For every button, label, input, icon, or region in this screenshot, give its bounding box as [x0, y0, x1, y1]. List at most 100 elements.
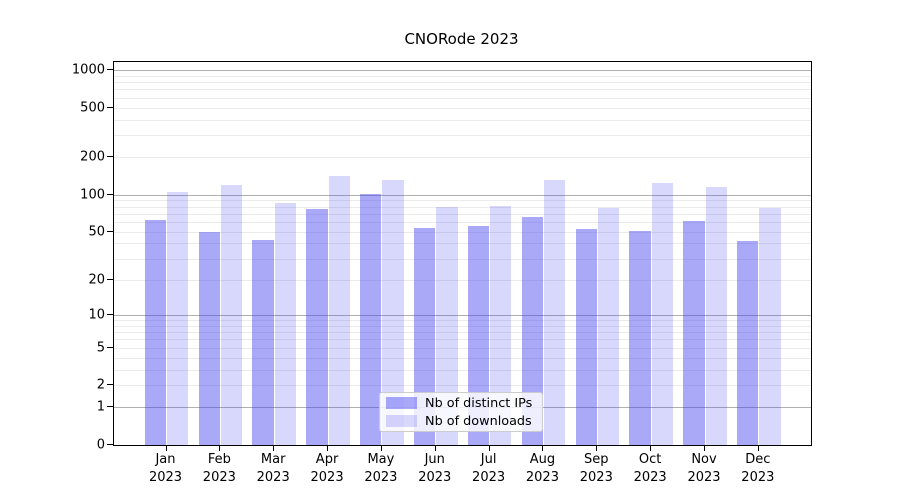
x-tick-label-line: 2023	[633, 470, 667, 485]
y-tick-mark	[107, 193, 113, 195]
x-tick-mark	[434, 445, 436, 451]
x-tick-mark	[757, 445, 759, 451]
gridline-minor	[114, 107, 811, 109]
gridline-minor	[114, 332, 811, 334]
y-tick-label: 5	[96, 340, 105, 356]
gridline-minor	[114, 221, 811, 223]
x-tick-label-line: Apr	[315, 452, 339, 467]
x-tick-label: Jul 2023	[457, 451, 521, 487]
bar-distinct-ips-mar	[252, 239, 274, 445]
x-tick-label-line: 2023	[256, 470, 290, 485]
gridline-minor	[114, 243, 811, 245]
x-tick-label: Nov 2023	[672, 451, 736, 487]
gridline-minor	[114, 119, 811, 121]
gridline-minor	[114, 258, 811, 260]
legend-item-distinct-ips: Nb of distinct IPs	[386, 396, 536, 411]
x-tick-label-line: Dec	[745, 452, 771, 467]
bar-distinct-ips-may	[360, 193, 382, 445]
y-tick-mark	[107, 278, 113, 280]
y-tick-label: 100	[80, 187, 105, 203]
x-tick-label: Dec 2023	[726, 451, 790, 487]
legend-swatch-downloads	[386, 415, 417, 427]
gridline-minor	[114, 135, 811, 137]
x-tick-mark	[542, 445, 544, 451]
x-tick-label-line: 2023	[687, 470, 721, 485]
x-tick-label-line: May	[367, 452, 395, 467]
bar-downloads-may	[382, 180, 404, 445]
x-tick-label: Oct 2023	[618, 451, 682, 487]
x-tick-label-line: 2023	[741, 470, 775, 485]
gridline-minor	[114, 89, 811, 91]
x-tick-label-line: Nov	[691, 452, 717, 467]
x-tick-mark	[327, 445, 329, 451]
x-tick-label-line: 2023	[364, 470, 398, 485]
gridline-major	[114, 70, 811, 72]
y-tick-mark	[107, 313, 113, 315]
y-tick-label: 0	[96, 437, 105, 453]
x-tick-mark	[704, 445, 705, 451]
gridline-minor	[114, 385, 811, 387]
x-tick-label-line: Jul	[480, 452, 497, 467]
y-tick-mark	[107, 444, 113, 445]
bar-downloads-sep	[597, 207, 620, 445]
bar-distinct-ips-sep	[575, 228, 597, 445]
x-tick-label: Feb 2023	[187, 451, 251, 487]
x-tick-label-line: Mar	[260, 452, 286, 467]
gridline-minor	[114, 213, 811, 215]
legend: Nb of distinct IPs Nb of downloads	[379, 392, 543, 432]
bar-distinct-ips-nov	[683, 221, 705, 445]
gridline-minor	[114, 82, 811, 84]
x-tick-label-line: Feb	[207, 452, 231, 467]
bar-downloads-jun	[436, 206, 458, 445]
x-tick-label: Mar 2023	[241, 451, 305, 487]
x-tick-label-line: Jan	[155, 452, 176, 467]
gridline-minor	[114, 320, 811, 322]
gridline-minor	[114, 200, 811, 202]
x-tick-mark	[380, 445, 382, 451]
x-tick-label-line: 2023	[202, 470, 236, 485]
bar-downloads-dec	[759, 207, 781, 445]
gridline-minor	[114, 325, 811, 327]
legend-swatch-distinct-ips	[386, 397, 417, 409]
y-tick-label: 500	[80, 100, 105, 116]
y-tick-mark	[107, 346, 113, 348]
y-tick-mark	[107, 384, 113, 386]
y-tick-mark	[107, 156, 113, 158]
y-tick-mark	[107, 106, 113, 108]
y-tick-label: 2	[96, 377, 105, 393]
bar-downloads-oct	[651, 182, 673, 445]
y-tick-label: 20	[88, 272, 105, 288]
x-tick-mark	[596, 445, 598, 451]
gridline-minor	[114, 231, 811, 233]
gridline-minor	[114, 97, 811, 99]
y-tick-label: 1	[96, 399, 105, 415]
legend-label-downloads: Nb of downloads	[425, 413, 532, 429]
bar-distinct-ips-feb	[198, 231, 220, 445]
plot-area	[113, 61, 812, 446]
x-tick-label-line: 2023	[525, 470, 559, 485]
bar-downloads-jul	[490, 205, 512, 445]
bar-distinct-ips-jun	[414, 227, 436, 445]
y-tick-label: 200	[80, 149, 105, 165]
legend-label-distinct-ips: Nb of distinct IPs	[425, 395, 533, 411]
bar-distinct-ips-dec	[737, 240, 759, 445]
gridline-minor	[114, 279, 811, 281]
x-tick-label-line: 2023	[472, 470, 506, 485]
x-tick-label: Sep 2023	[564, 451, 628, 487]
bar-distinct-ips-jul	[467, 225, 490, 445]
x-tick-label-line: 2023	[310, 470, 344, 485]
x-tick-label-line: 2023	[148, 470, 183, 485]
gridline-minor	[114, 357, 811, 359]
y-tick-mark	[107, 406, 113, 408]
gridline-major	[114, 314, 811, 316]
bar-distinct-ips-oct	[629, 230, 651, 445]
bar-distinct-ips-apr	[306, 209, 328, 445]
x-tick-mark	[650, 445, 652, 451]
bar-downloads-jan	[167, 192, 189, 445]
x-tick-label-line: Jun	[424, 452, 445, 467]
gridline-minor	[114, 206, 811, 208]
x-tick-label: May 2023	[349, 451, 413, 487]
gridline-minor	[114, 347, 811, 349]
gridline-minor	[114, 157, 811, 159]
bar-downloads-feb	[220, 185, 243, 445]
